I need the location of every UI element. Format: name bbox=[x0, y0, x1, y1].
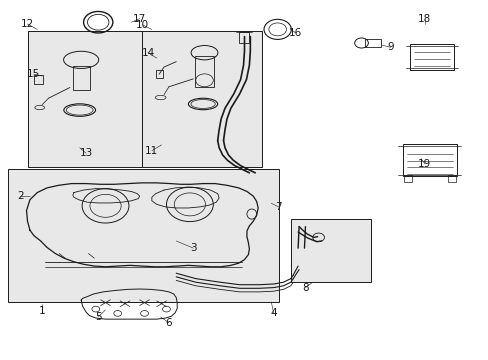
Text: 18: 18 bbox=[417, 14, 430, 24]
Bar bbox=[238, 32, 249, 43]
Text: 4: 4 bbox=[270, 309, 277, 318]
Bar bbox=[194, 56, 214, 87]
Bar bbox=[447, 175, 455, 182]
Text: 11: 11 bbox=[145, 145, 158, 156]
Bar bbox=[8, 169, 278, 302]
Text: 19: 19 bbox=[417, 159, 430, 169]
Text: 10: 10 bbox=[135, 20, 148, 30]
Bar bbox=[403, 175, 411, 182]
Bar bbox=[156, 70, 163, 78]
Bar bbox=[142, 31, 261, 167]
Bar bbox=[34, 75, 42, 84]
Text: 16: 16 bbox=[288, 28, 302, 38]
Bar bbox=[27, 31, 142, 167]
Text: 13: 13 bbox=[79, 148, 92, 158]
Text: 15: 15 bbox=[27, 69, 41, 79]
Text: 1: 1 bbox=[39, 306, 45, 316]
Text: 12: 12 bbox=[21, 19, 34, 29]
Text: 6: 6 bbox=[165, 318, 172, 328]
Text: 7: 7 bbox=[275, 202, 282, 212]
Text: 5: 5 bbox=[95, 312, 102, 322]
Bar bbox=[73, 66, 90, 90]
Text: 2: 2 bbox=[17, 191, 23, 201]
Bar bbox=[290, 220, 370, 282]
Bar bbox=[365, 40, 380, 47]
Text: 3: 3 bbox=[190, 243, 196, 253]
Text: 14: 14 bbox=[141, 48, 154, 58]
Text: 8: 8 bbox=[302, 283, 308, 293]
Text: 17: 17 bbox=[133, 14, 146, 24]
Bar bbox=[402, 144, 456, 176]
Text: 9: 9 bbox=[386, 42, 393, 52]
Bar bbox=[409, 44, 453, 69]
